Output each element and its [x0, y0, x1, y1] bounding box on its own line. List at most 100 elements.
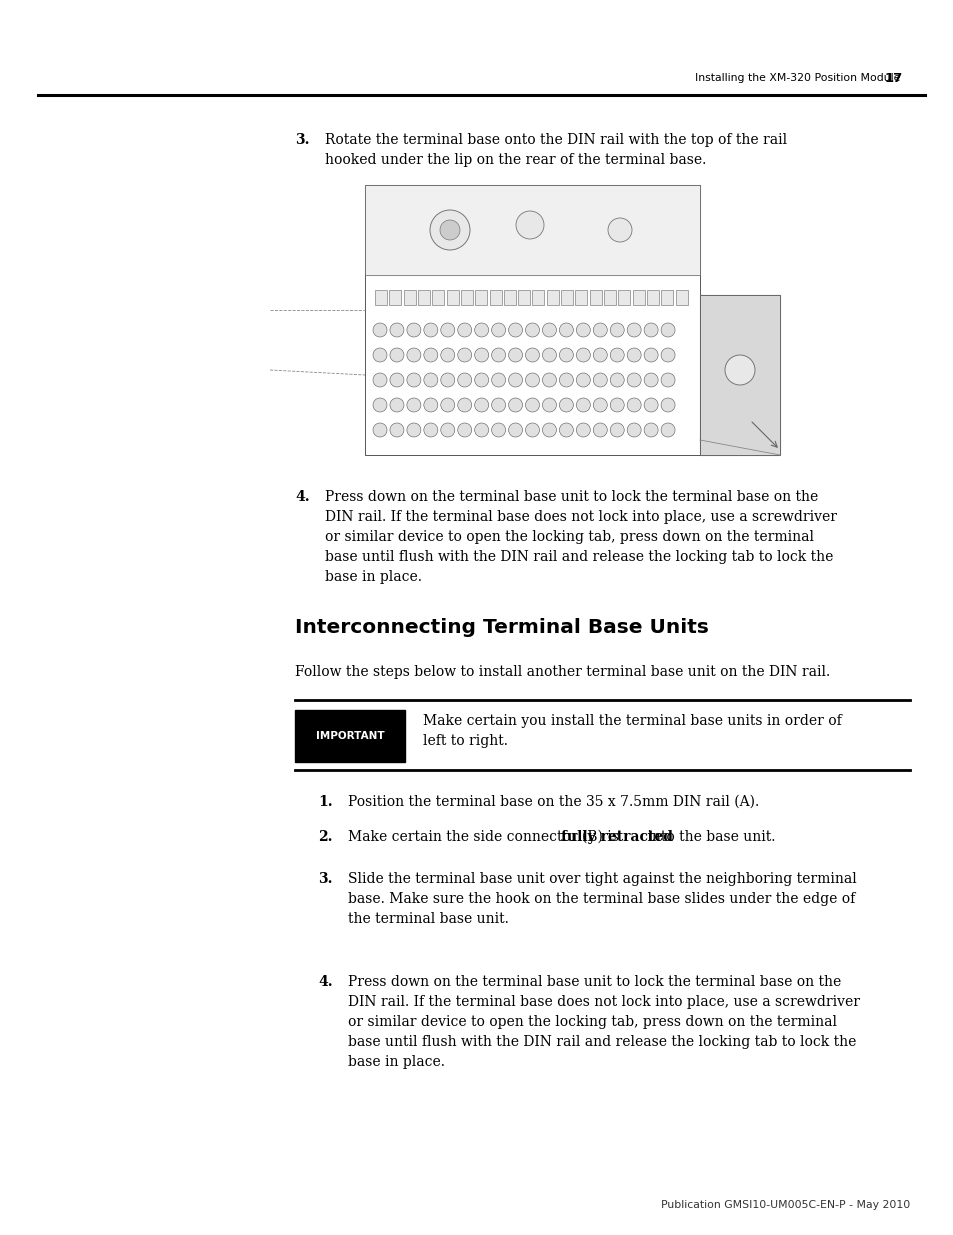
Circle shape [610, 348, 623, 362]
Bar [603, 290, 616, 305]
Circle shape [457, 398, 471, 412]
Circle shape [423, 373, 437, 387]
Bar [489, 290, 501, 305]
Bar [546, 290, 558, 305]
Polygon shape [700, 295, 780, 454]
Text: 2.: 2. [317, 830, 333, 844]
Circle shape [390, 398, 403, 412]
Circle shape [576, 424, 590, 437]
Circle shape [457, 324, 471, 337]
Text: 3.: 3. [317, 872, 333, 885]
Circle shape [373, 348, 387, 362]
Circle shape [475, 424, 488, 437]
Text: Interconnecting Terminal Base Units: Interconnecting Terminal Base Units [294, 618, 708, 637]
Bar [375, 290, 387, 305]
Circle shape [508, 373, 522, 387]
Circle shape [373, 398, 387, 412]
Circle shape [610, 373, 623, 387]
Circle shape [440, 324, 455, 337]
Text: Follow the steps below to install another terminal base unit on the DIN rail.: Follow the steps below to install anothe… [294, 664, 829, 679]
Bar [475, 290, 487, 305]
Circle shape [423, 348, 437, 362]
Bar [560, 290, 573, 305]
Circle shape [525, 324, 539, 337]
Circle shape [440, 373, 455, 387]
Circle shape [576, 348, 590, 362]
Text: Make certain the side connector (B) is: Make certain the side connector (B) is [348, 830, 622, 844]
Circle shape [475, 398, 488, 412]
Circle shape [440, 424, 455, 437]
Circle shape [423, 324, 437, 337]
Circle shape [660, 424, 675, 437]
Bar [517, 290, 530, 305]
Circle shape [593, 398, 607, 412]
Circle shape [542, 324, 556, 337]
Text: fully retracted: fully retracted [560, 830, 672, 844]
Circle shape [440, 348, 455, 362]
Circle shape [525, 373, 539, 387]
Bar [646, 290, 659, 305]
Circle shape [457, 373, 471, 387]
Circle shape [660, 373, 675, 387]
Bar [532, 290, 544, 305]
Circle shape [525, 398, 539, 412]
Circle shape [607, 219, 631, 242]
Circle shape [390, 324, 403, 337]
Circle shape [373, 373, 387, 387]
Bar [446, 290, 458, 305]
Bar [660, 290, 673, 305]
Circle shape [423, 398, 437, 412]
Circle shape [626, 398, 640, 412]
Polygon shape [365, 185, 700, 275]
Text: 4.: 4. [317, 974, 333, 989]
Circle shape [475, 373, 488, 387]
Circle shape [491, 324, 505, 337]
Text: Installing the XM-320 Position Module: Installing the XM-320 Position Module [695, 73, 900, 83]
Circle shape [542, 373, 556, 387]
Circle shape [626, 324, 640, 337]
Bar [389, 290, 401, 305]
Bar [403, 290, 416, 305]
Text: Press down on the terminal base unit to lock the terminal base on the
DIN rail. : Press down on the terminal base unit to … [325, 490, 836, 584]
Circle shape [440, 398, 455, 412]
Circle shape [373, 324, 387, 337]
Text: Rotate the terminal base onto the DIN rail with the top of the rail
hooked under: Rotate the terminal base onto the DIN ra… [325, 133, 786, 167]
Circle shape [576, 324, 590, 337]
Circle shape [626, 348, 640, 362]
Circle shape [660, 324, 675, 337]
Circle shape [457, 424, 471, 437]
Circle shape [390, 348, 403, 362]
Circle shape [542, 348, 556, 362]
Circle shape [610, 398, 623, 412]
Circle shape [407, 348, 420, 362]
Circle shape [491, 398, 505, 412]
Text: into the base unit.: into the base unit. [642, 830, 775, 844]
Polygon shape [294, 710, 405, 762]
Text: Publication GMSI10-UM005C-EN-P - May 2010: Publication GMSI10-UM005C-EN-P - May 201… [660, 1200, 909, 1210]
Circle shape [610, 424, 623, 437]
Bar [618, 290, 630, 305]
Text: 4.: 4. [294, 490, 310, 504]
Circle shape [491, 348, 505, 362]
Circle shape [475, 348, 488, 362]
Circle shape [407, 373, 420, 387]
Circle shape [508, 424, 522, 437]
Circle shape [542, 424, 556, 437]
Circle shape [390, 373, 403, 387]
Text: Press down on the terminal base unit to lock the terminal base on the
DIN rail. : Press down on the terminal base unit to … [348, 974, 859, 1070]
Circle shape [525, 424, 539, 437]
Circle shape [593, 324, 607, 337]
Circle shape [558, 348, 573, 362]
Circle shape [439, 220, 459, 240]
Text: IMPORTANT: IMPORTANT [315, 731, 384, 741]
Circle shape [542, 398, 556, 412]
Bar [460, 290, 473, 305]
Circle shape [643, 373, 658, 387]
Circle shape [643, 398, 658, 412]
Circle shape [643, 348, 658, 362]
Circle shape [643, 424, 658, 437]
Circle shape [576, 398, 590, 412]
Circle shape [724, 354, 754, 385]
Circle shape [558, 324, 573, 337]
Circle shape [626, 373, 640, 387]
